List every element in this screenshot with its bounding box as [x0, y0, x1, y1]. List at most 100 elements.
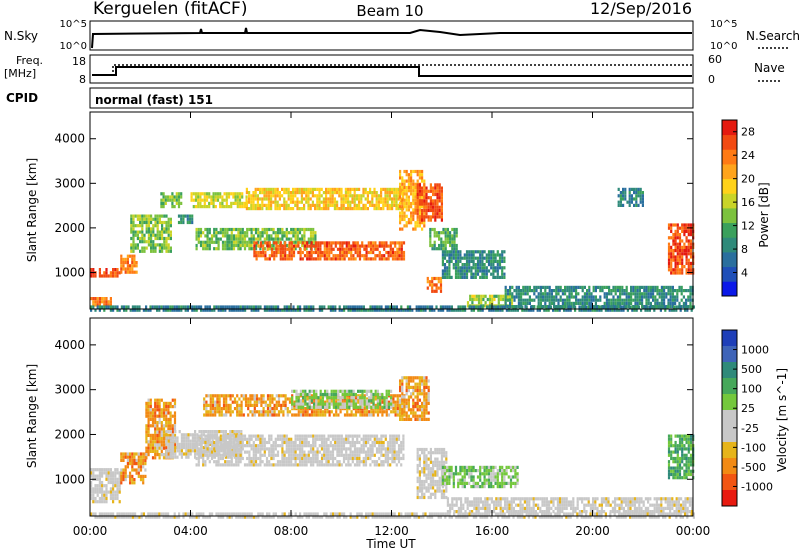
heatmap-cell — [218, 397, 221, 401]
heatmap-cell — [647, 295, 650, 299]
heatmap-cell — [243, 437, 247, 441]
heatmap-cell — [263, 237, 266, 241]
heatmap-cell — [116, 274, 119, 278]
heatmap-cell — [511, 285, 514, 289]
heatmap-cell — [454, 272, 458, 276]
heatmap-cell — [673, 305, 676, 309]
heatmap-cell — [141, 240, 144, 244]
heatmap-cell — [323, 444, 326, 448]
heatmap-cell — [284, 407, 287, 411]
heatmap-cell — [393, 450, 396, 454]
heatmap-cell — [201, 205, 204, 209]
heatmap-cell — [254, 191, 257, 195]
heatmap-cell — [405, 169, 408, 174]
heatmap-cell — [479, 275, 482, 279]
heatmap-cell — [378, 456, 381, 461]
heatmap-cell — [323, 447, 326, 451]
heatmap-cell — [689, 285, 692, 289]
heatmap-cell — [165, 417, 168, 421]
heatmap-cell — [213, 247, 216, 251]
heatmap-cell — [221, 456, 225, 461]
heatmap-cell — [216, 410, 219, 414]
nave-trace — [92, 64, 692, 76]
heatmap-cell — [158, 430, 161, 434]
heatmap-cell — [329, 444, 332, 448]
heatmap-cell — [622, 194, 625, 198]
heatmap-cell — [369, 447, 372, 451]
heatmap-cell — [305, 460, 308, 464]
heatmap-cell — [230, 460, 233, 464]
heatmap-cell — [429, 202, 432, 206]
heatmap-cell — [398, 244, 401, 248]
heatmap-cell — [444, 247, 447, 251]
heatmap-cell — [197, 205, 200, 209]
heatmap-cell — [208, 440, 211, 445]
heatmap-cell — [340, 453, 343, 457]
heatmap-cell — [309, 234, 313, 238]
heatmap-cell — [371, 447, 374, 451]
heatmap-cell — [105, 268, 108, 272]
heatmap-cell — [285, 460, 288, 464]
heatmap-cell — [224, 308, 227, 312]
heatmap-cell — [96, 468, 99, 472]
heatmap-cell — [98, 500, 101, 504]
heatmap-cell — [162, 456, 166, 460]
heatmap-cell — [481, 266, 484, 270]
heatmap-cell — [195, 463, 198, 467]
heatmap-cell — [217, 440, 220, 445]
heatmap-cell — [365, 257, 368, 261]
heatmap-cell — [278, 203, 281, 207]
heatmap-cell — [318, 444, 321, 448]
heatmap-cell — [401, 211, 404, 215]
heatmap-cell — [133, 254, 136, 258]
heatmap-cell — [221, 243, 225, 248]
heatmap-cell — [101, 480, 104, 485]
heatmap-cell — [261, 240, 264, 244]
heatmap-cell — [239, 231, 242, 235]
heatmap-cell — [547, 308, 550, 312]
heatmap-cell — [285, 237, 288, 241]
heatmap-cell — [432, 208, 435, 213]
heatmap-cell — [126, 462, 129, 466]
heatmap-cell — [150, 233, 153, 237]
heatmap-cell — [431, 286, 434, 290]
heatmap-cell — [563, 305, 566, 309]
heatmap-cell — [356, 450, 359, 454]
heatmap-cell — [353, 197, 356, 201]
heatmap-cell — [487, 250, 491, 254]
freq-label-line1: Freq. — [16, 54, 43, 67]
heatmap-cell — [397, 197, 400, 201]
heatmap-cell — [444, 231, 447, 235]
heatmap-cell — [352, 241, 355, 245]
heatmap-cell — [421, 189, 424, 193]
heatmap-cell — [681, 252, 684, 256]
heatmap-cell — [171, 427, 174, 431]
heatmap-cell — [149, 308, 152, 312]
heatmap-cell — [167, 430, 170, 434]
heatmap-cell — [425, 205, 428, 209]
heatmap-cell — [496, 269, 499, 273]
heatmap-cell — [215, 444, 218, 448]
heatmap-cell — [629, 305, 632, 309]
heatmap-cell — [592, 289, 595, 293]
heatmap-cell — [103, 271, 106, 275]
heatmap-cell — [523, 308, 526, 312]
heatmap-cell — [149, 408, 152, 412]
heatmap-cell — [296, 453, 299, 457]
heatmap-cell — [307, 197, 310, 201]
heatmap-cell — [263, 444, 266, 448]
heatmap-cell — [347, 194, 350, 198]
heatmap-cell — [279, 250, 282, 255]
heatmap-cell — [156, 414, 159, 418]
heatmap-cell — [268, 460, 271, 464]
heatmap-cell — [315, 413, 318, 417]
heatmap-cell — [275, 250, 278, 255]
heatmap-cell — [301, 241, 304, 245]
heatmap-cell — [259, 437, 262, 441]
heatmap-cell — [276, 444, 280, 448]
heatmap-cell — [299, 305, 302, 309]
heatmap-cell — [248, 460, 251, 464]
heatmap-cell — [459, 269, 462, 273]
heatmap-cell — [494, 269, 497, 273]
heatmap-cell — [678, 285, 681, 289]
